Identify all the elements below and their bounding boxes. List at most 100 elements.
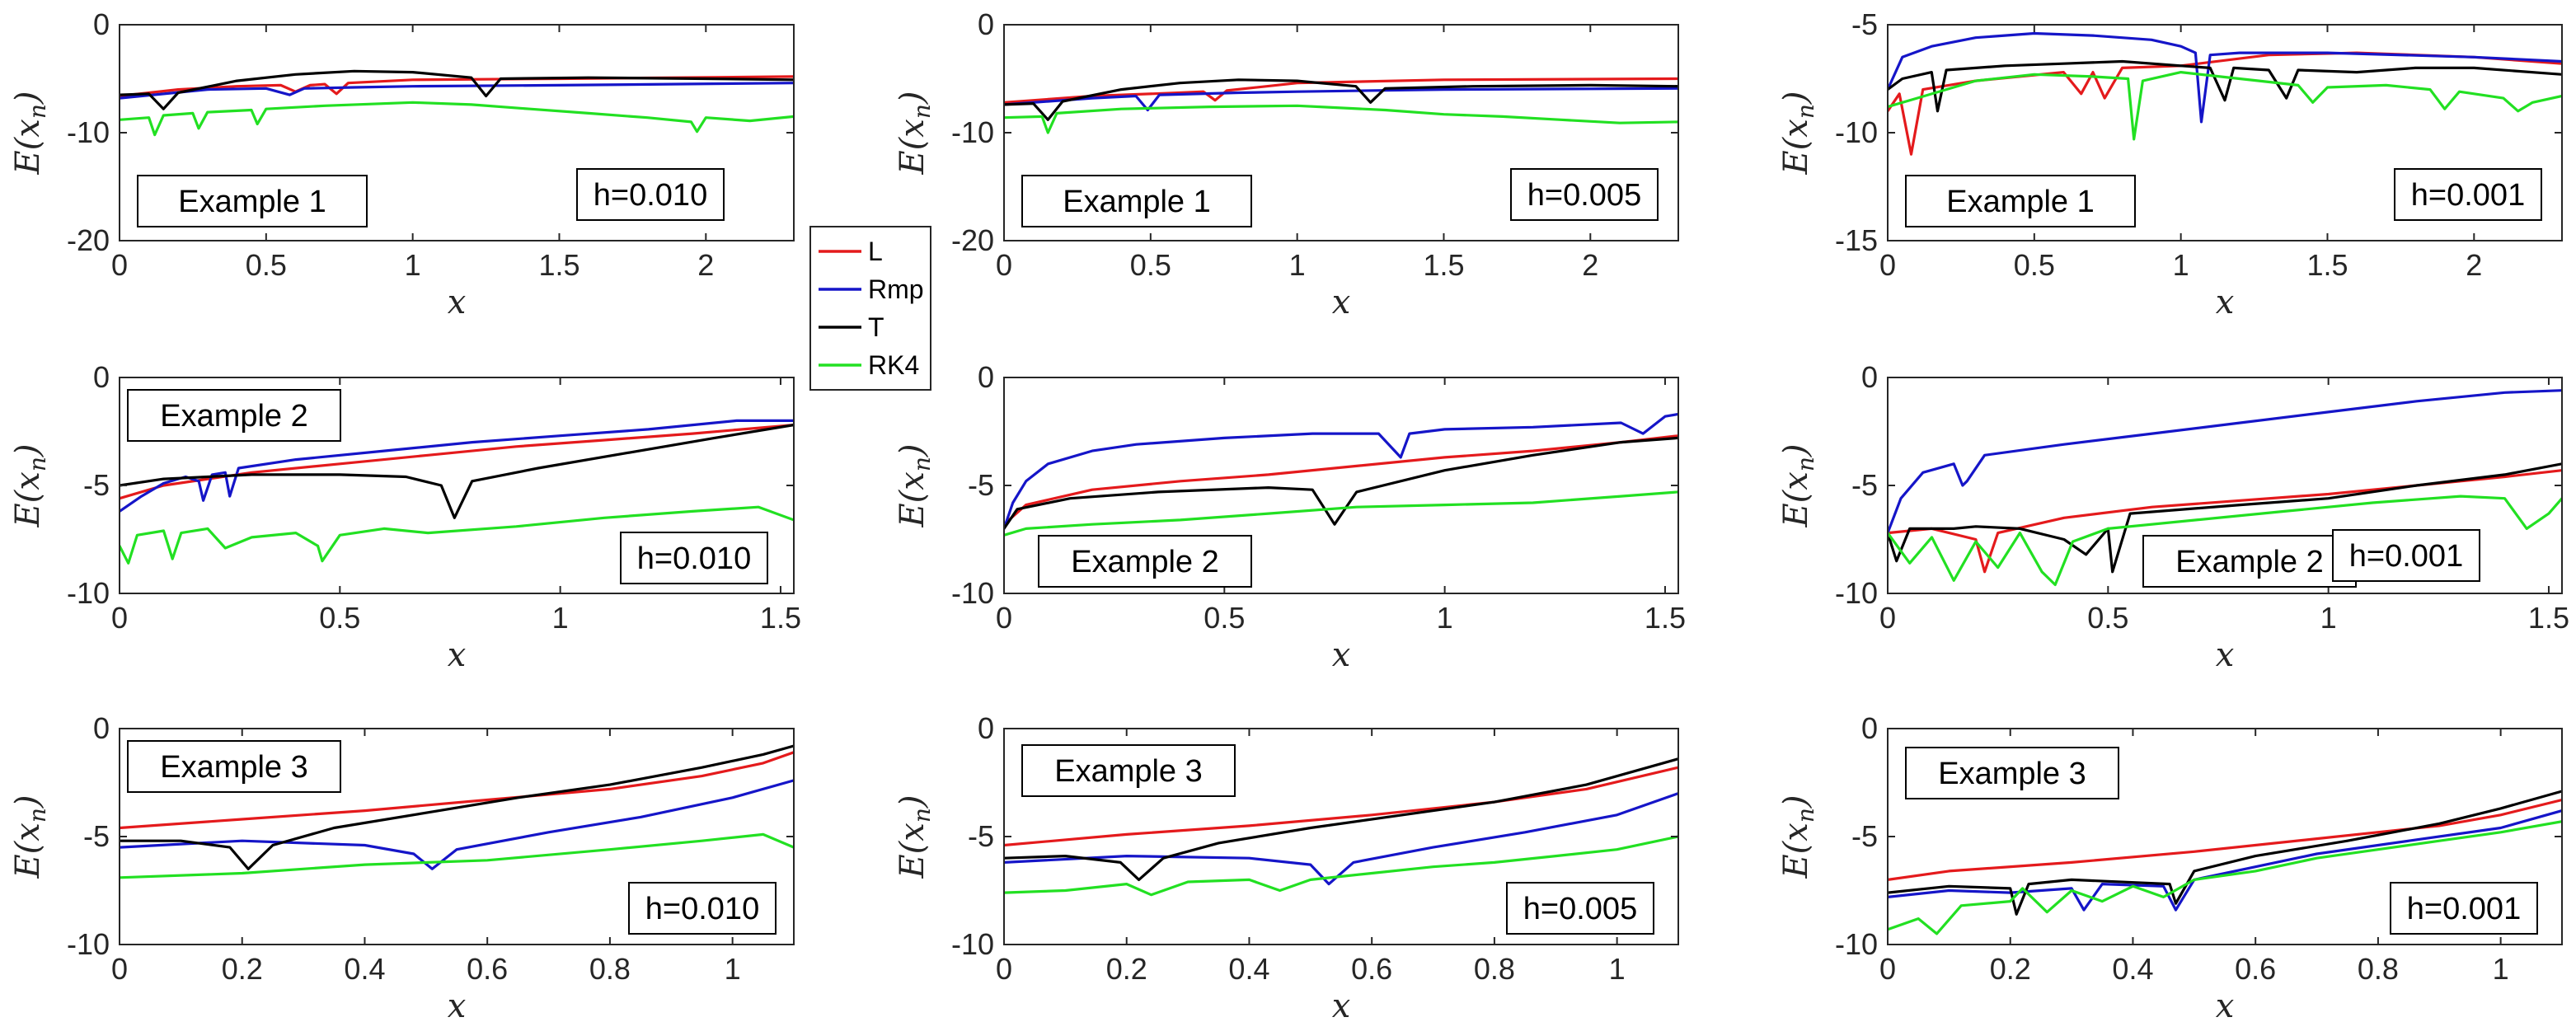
y-axis-label: E(xn) [1777,91,1819,175]
y-axis-label: E(xn) [894,795,936,879]
panel-1: 0 0.5 1 1.5 2 0 -10 -20 x E(xn) Example 1 h=0.010 [9,7,795,321]
y-tick-label: 0 [93,7,110,41]
step-size-box: h=0.001 [2332,529,2480,582]
y-axis-label: E(xn) [894,91,936,175]
step-size-box: h=0.001 [2394,168,2542,221]
series-group [1888,790,2562,935]
y-axis-label: E(xn) [9,91,51,175]
series-line-t [1004,436,1678,530]
y-tick-label: -5 [1851,468,1878,502]
x-axis-label: x [1332,636,1351,674]
x-tick-label: 0 [111,952,128,986]
x-axis-label: x [448,987,467,1025]
example-box: Example 1 [137,175,368,227]
series-group [120,419,794,565]
x-tick-label: 0.5 [1204,601,1245,635]
panel-3: 0 0.5 1 1.5 2 -5 -10 -15 x E(xn) Example 1 h=0.001 [1777,7,2563,321]
y-tick-label: 0 [1861,360,1878,394]
series-line-rk4 [120,101,794,137]
legend-box [809,226,931,391]
series-group [120,744,794,879]
example-box: Example 3 [1021,744,1236,797]
step-size-box: h=0.010 [620,532,768,584]
x-tick-label: 0.4 [2112,952,2153,986]
x-tick-label: 0 [1879,952,1896,986]
step-size-box: h=0.010 [628,882,777,935]
x-axis-label: x [1332,284,1351,321]
legend: L Rmp T RK4 [809,226,931,391]
series-line-rmp [120,82,794,100]
x-tick-label: 0.2 [1990,952,2031,986]
example-label: Example 3 [160,750,308,785]
x-tick-label: 1.5 [538,248,579,282]
series-line-l [120,424,794,500]
example-label: Example 3 [1938,757,2086,791]
x-tick-label: 0.4 [1228,952,1269,986]
y-tick-label: 0 [93,711,110,745]
series-line-rmp [1888,31,2562,124]
step-size-box: h=0.005 [1510,168,1659,221]
y-axis-label: E(xn) [894,443,936,527]
panel-6: 0 0.5 1 1.5 0 -5 -10 x E(xn) Example 2 h=0.001 [1777,360,2569,674]
example-box: Example 2 [1038,535,1252,588]
series-line-t [1888,59,2562,113]
series-line-rk4 [120,832,794,879]
series-line-l [1004,434,1678,526]
example-label: Example 3 [1054,754,1203,789]
y-tick-label: 0 [1861,711,1878,745]
y-tick-label: -5 [1851,7,1878,41]
y-axis-label: E(xn) [1777,443,1819,527]
x-tick-label: 1 [2493,952,2509,986]
series-line-l [1004,766,1678,847]
x-tick-label: 0.4 [344,952,385,986]
x-axis-label: x [1332,987,1351,1025]
step-size-box: h=0.005 [1506,882,1654,935]
x-tick-label: 0 [111,248,128,282]
example-label: Example 2 [2175,545,2324,579]
x-tick-label: 0 [996,952,1012,986]
example-label: Example 2 [160,399,308,434]
x-tick-label: 0 [111,601,128,635]
series-group [1888,31,2562,156]
series-group [1004,77,1678,134]
y-tick-label: -10 [67,115,110,149]
x-tick-label: 0.8 [589,952,631,986]
series-line-t [120,424,794,519]
x-tick-label: 1 [552,601,569,635]
series-line-t [1888,462,2562,574]
y-tick-label: -10 [1835,927,1878,961]
series-line-rk4 [120,505,794,565]
x-tick-label: 1.5 [1423,248,1464,282]
x-axis-label: x [2216,987,2235,1025]
x-tick-label: 2 [2466,248,2482,282]
step-size-label: h=0.001 [2407,892,2521,926]
panel-2: 0 0.5 1 1.5 2 0 -10 -20 x E(xn) Example 1 h=0.005 [894,7,1679,321]
x-tick-label: 0.5 [2087,601,2128,635]
x-tick-label: 0.5 [319,601,360,635]
x-tick-label: 1 [2320,601,2337,635]
x-tick-label: 0.5 [1130,248,1171,282]
example-label: Example 1 [178,185,326,219]
x-tick-label: 1 [1289,248,1306,282]
x-tick-label: 0.5 [246,248,287,282]
y-tick-label: 0 [93,360,110,394]
x-tick-label: 0.2 [222,952,263,986]
panel-5: 0 0.5 1 1.5 0 -5 -10 x E(xn) Example 2 [894,360,1686,674]
x-tick-label: 1.5 [2306,248,2348,282]
x-axis-label: x [448,636,467,674]
y-tick-label: -10 [1835,115,1878,149]
legend-label-l: L [868,237,883,266]
series-group [1004,412,1678,537]
example-label: Example 1 [1946,185,2095,219]
series-line-t [1004,78,1678,121]
panel-9: 0 0.2 0.4 0.6 0.8 1 0 -5 -10 x E(xn) Example 3 h=0.0… [1777,711,2563,1025]
series-line-rk4 [1888,820,2562,935]
step-size-box: h=0.010 [576,168,725,221]
step-size-label: h=0.005 [1523,892,1637,926]
example-label: Example 2 [1071,545,1219,579]
x-tick-label: 1.5 [1645,601,1686,635]
x-tick-label: 1 [1437,601,1453,635]
y-tick-label: -10 [67,927,110,961]
example-box: Example 3 [1905,747,2119,799]
